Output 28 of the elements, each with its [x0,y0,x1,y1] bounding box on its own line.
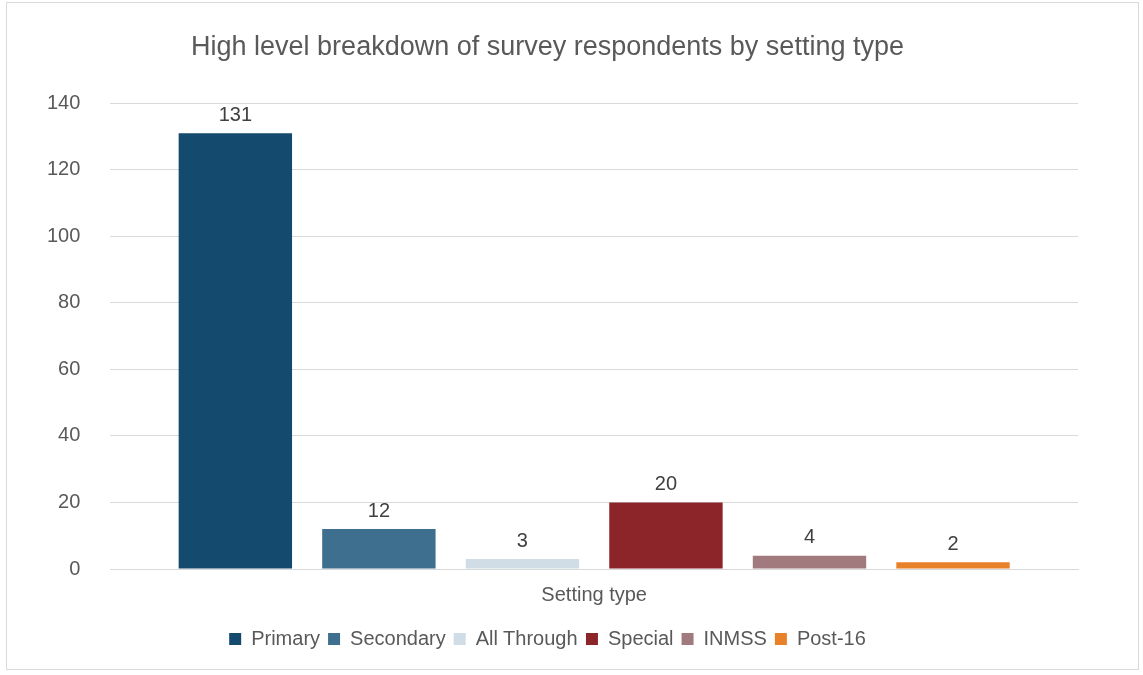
y-tick-label: 40 [58,423,81,446]
x-tick-label: Setting type [541,582,647,605]
data-label: 131 [218,102,253,125]
y-tick-label: 0 [69,556,81,579]
legend-label: INMSS [703,626,767,649]
bar [465,559,580,569]
data-label: 2 [947,531,959,554]
bar [609,502,723,569]
legend-label: Secondary [350,626,446,649]
data-label: 4 [803,525,816,548]
legend-label: All Through [475,626,578,649]
data-label: 20 [654,472,678,494]
y-tick-label: 100 [46,223,81,246]
legend-label: Special [607,626,674,649]
chart-title: High level breakdown of survey respondents by setting type [191,30,904,61]
y-tick-label: 80 [58,290,81,313]
bar [178,133,293,569]
data-label: 3 [516,528,528,551]
legend-label: Primary [251,626,321,649]
legend-label: Post-16 [796,626,866,649]
y-tick-label: 140 [46,90,81,113]
y-tick-label: 20 [58,490,81,512]
bar [896,562,1010,569]
bar [752,555,867,569]
y-tick-label: 120 [46,157,81,180]
y-tick-label: 60 [58,356,81,379]
bar [322,529,436,569]
data-label: 12 [367,498,391,521]
